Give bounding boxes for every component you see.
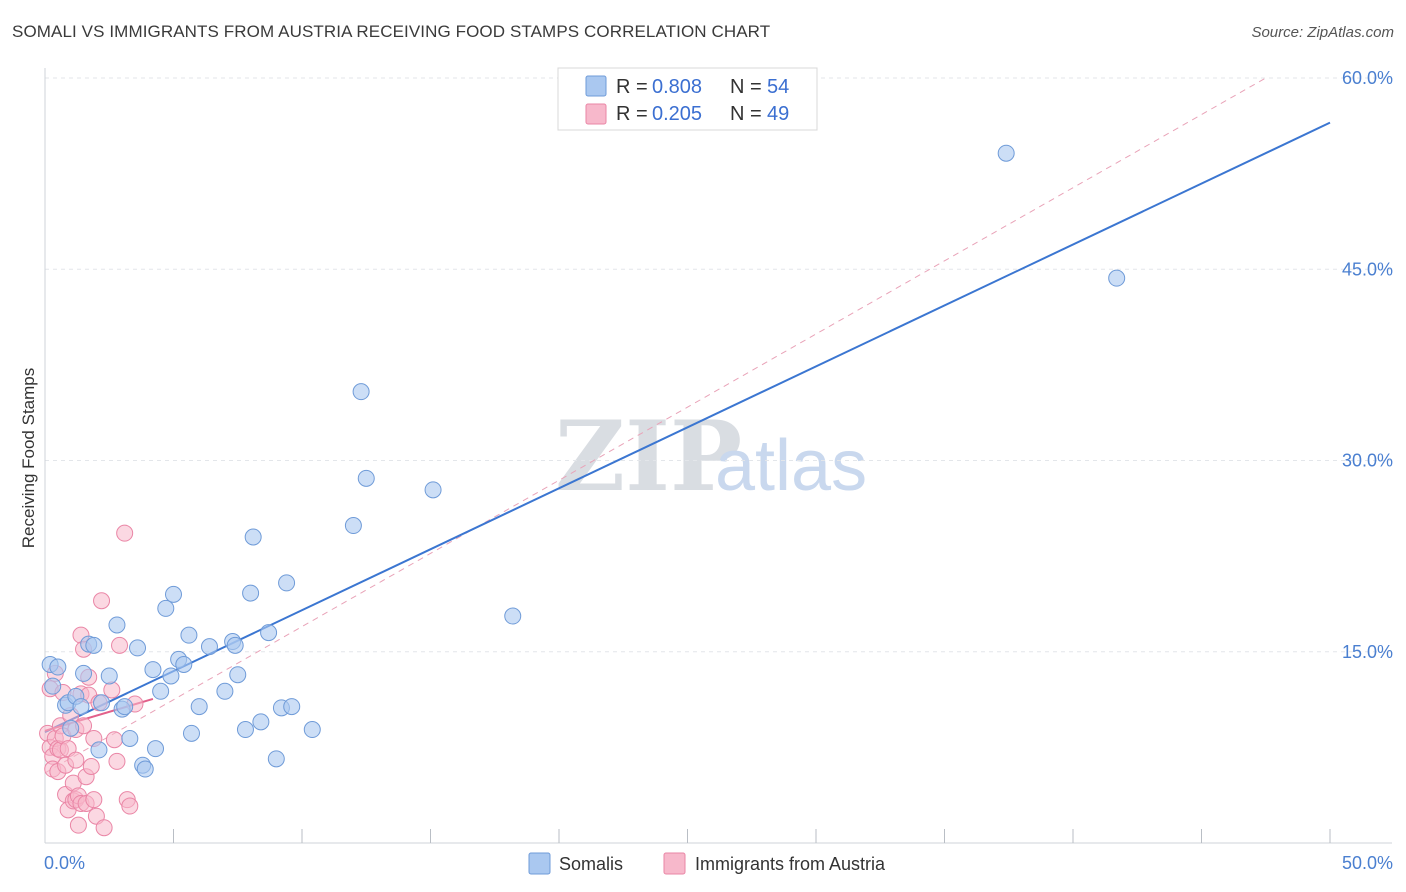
- somali-point-29: [180, 626, 198, 644]
- somali-point-46: [303, 721, 321, 739]
- somali-point-36: [229, 666, 247, 684]
- legend-swatch-somalis: [585, 75, 607, 97]
- austria-point-40: [95, 819, 113, 837]
- somali-point-40: [252, 713, 270, 731]
- somali-point-2: [49, 658, 67, 676]
- somali-point-8: [75, 664, 93, 682]
- somali-point-47: [344, 517, 362, 535]
- austria-point-24: [69, 816, 87, 834]
- austria-point-43: [108, 752, 126, 770]
- watermark-atlas: atlas: [715, 426, 867, 506]
- somali-point-30: [182, 724, 200, 742]
- somali-trend-line: [44, 121, 1331, 733]
- legend-swatch-austria: [585, 103, 607, 125]
- somali-point-12: [93, 694, 111, 712]
- somali-point-16: [116, 698, 134, 716]
- austria-point-47: [121, 797, 139, 815]
- tick-labels: 15.0% 30.0% 45.0% 60.0% 0.0% 50.0%: [44, 68, 1393, 873]
- somali-point-14: [108, 616, 126, 634]
- gridlines: [45, 77, 1392, 653]
- somali-point-23: [152, 682, 170, 700]
- somali-point-5: [62, 719, 80, 737]
- legend-r-label-2: R =: [616, 103, 648, 125]
- somali-point-49: [357, 469, 375, 487]
- somali-point-1: [44, 677, 62, 695]
- austria-point-36: [85, 791, 103, 809]
- legend-n-value-1: 54: [767, 76, 789, 98]
- somali-point-39: [244, 528, 262, 546]
- somali-point-41: [260, 624, 278, 642]
- somali-point-18: [129, 639, 147, 657]
- somali-point-25: [162, 667, 180, 685]
- bottom-legend-somalis: Somalis: [559, 854, 623, 874]
- somali-point-53: [1108, 269, 1126, 287]
- somali-point-33: [216, 682, 234, 700]
- chart-title: SOMALI VS IMMIGRANTS FROM AUSTRIA RECEIV…: [12, 22, 771, 41]
- austria-point-44: [111, 636, 129, 654]
- somali-point-52: [997, 144, 1015, 162]
- somali-point-17: [121, 729, 139, 747]
- correlation-legend: R = 0.808 N = 54 R = 0.205 N = 49: [557, 67, 818, 131]
- somali-point-51: [504, 607, 522, 625]
- austria-point-34: [82, 758, 100, 775]
- somali-point-32: [200, 638, 218, 656]
- somali-point-22: [147, 740, 165, 758]
- watermark-zip: ZIP: [555, 400, 742, 513]
- austria-point-45: [116, 524, 134, 542]
- austria-point-42: [105, 731, 123, 749]
- x-tick-label-1: 50.0%: [1342, 853, 1393, 873]
- legend-r-value-1: 0.808: [652, 76, 702, 98]
- austria-point-41: [103, 681, 121, 699]
- legend-n-label-2: N =: [730, 103, 762, 125]
- source-label: Source: ZipAtlas.com: [1251, 24, 1394, 41]
- somali-point-24: [157, 599, 175, 617]
- somali-point-20: [136, 760, 154, 778]
- y-tick-label-1: 30.0%: [1342, 451, 1393, 471]
- somali-point-10: [85, 636, 103, 654]
- series-legend: Somalis Immigrants from Austria: [528, 852, 886, 875]
- somali-point-48: [352, 383, 370, 401]
- y-tick-label-3: 60.0%: [1342, 68, 1393, 88]
- somali-points: [41, 144, 1126, 778]
- austria-point-39: [93, 592, 111, 610]
- axes: [44, 68, 1392, 844]
- y-tick-label-0: 15.0%: [1342, 642, 1393, 662]
- somali-point-50: [424, 481, 442, 499]
- somali-point-7: [72, 698, 90, 716]
- legend-r-label-1: R =: [616, 76, 648, 98]
- y-axis-label: Receiving Food Stamps: [19, 368, 38, 548]
- legend-r-value-2: 0.205: [652, 103, 702, 125]
- legend-n-value-2: 49: [767, 103, 789, 125]
- somali-point-35: [226, 636, 244, 654]
- somali-point-26: [165, 585, 182, 603]
- somali-point-38: [242, 584, 260, 602]
- somali-point-37: [236, 721, 254, 739]
- somali-point-31: [190, 698, 208, 716]
- somali-point-11: [90, 741, 108, 759]
- y-tick-label-2: 45.0%: [1342, 259, 1393, 279]
- somali-point-42: [267, 750, 285, 768]
- austria-point-21: [67, 751, 85, 769]
- bottom-legend-swatch-austria: [663, 852, 686, 875]
- x-tick-label-0: 0.0%: [44, 853, 85, 873]
- bottom-legend-austria: Immigrants from Austria: [695, 854, 886, 874]
- somali-point-21: [144, 661, 162, 679]
- somali-point-13: [100, 667, 118, 685]
- austria-trend-dashed: [44, 77, 1266, 774]
- somali-point-44: [278, 574, 296, 592]
- bottom-legend-swatch-somalis: [528, 852, 551, 875]
- somali-point-28: [175, 656, 193, 673]
- legend-n-label-1: N =: [730, 76, 762, 98]
- somali-point-45: [283, 698, 301, 716]
